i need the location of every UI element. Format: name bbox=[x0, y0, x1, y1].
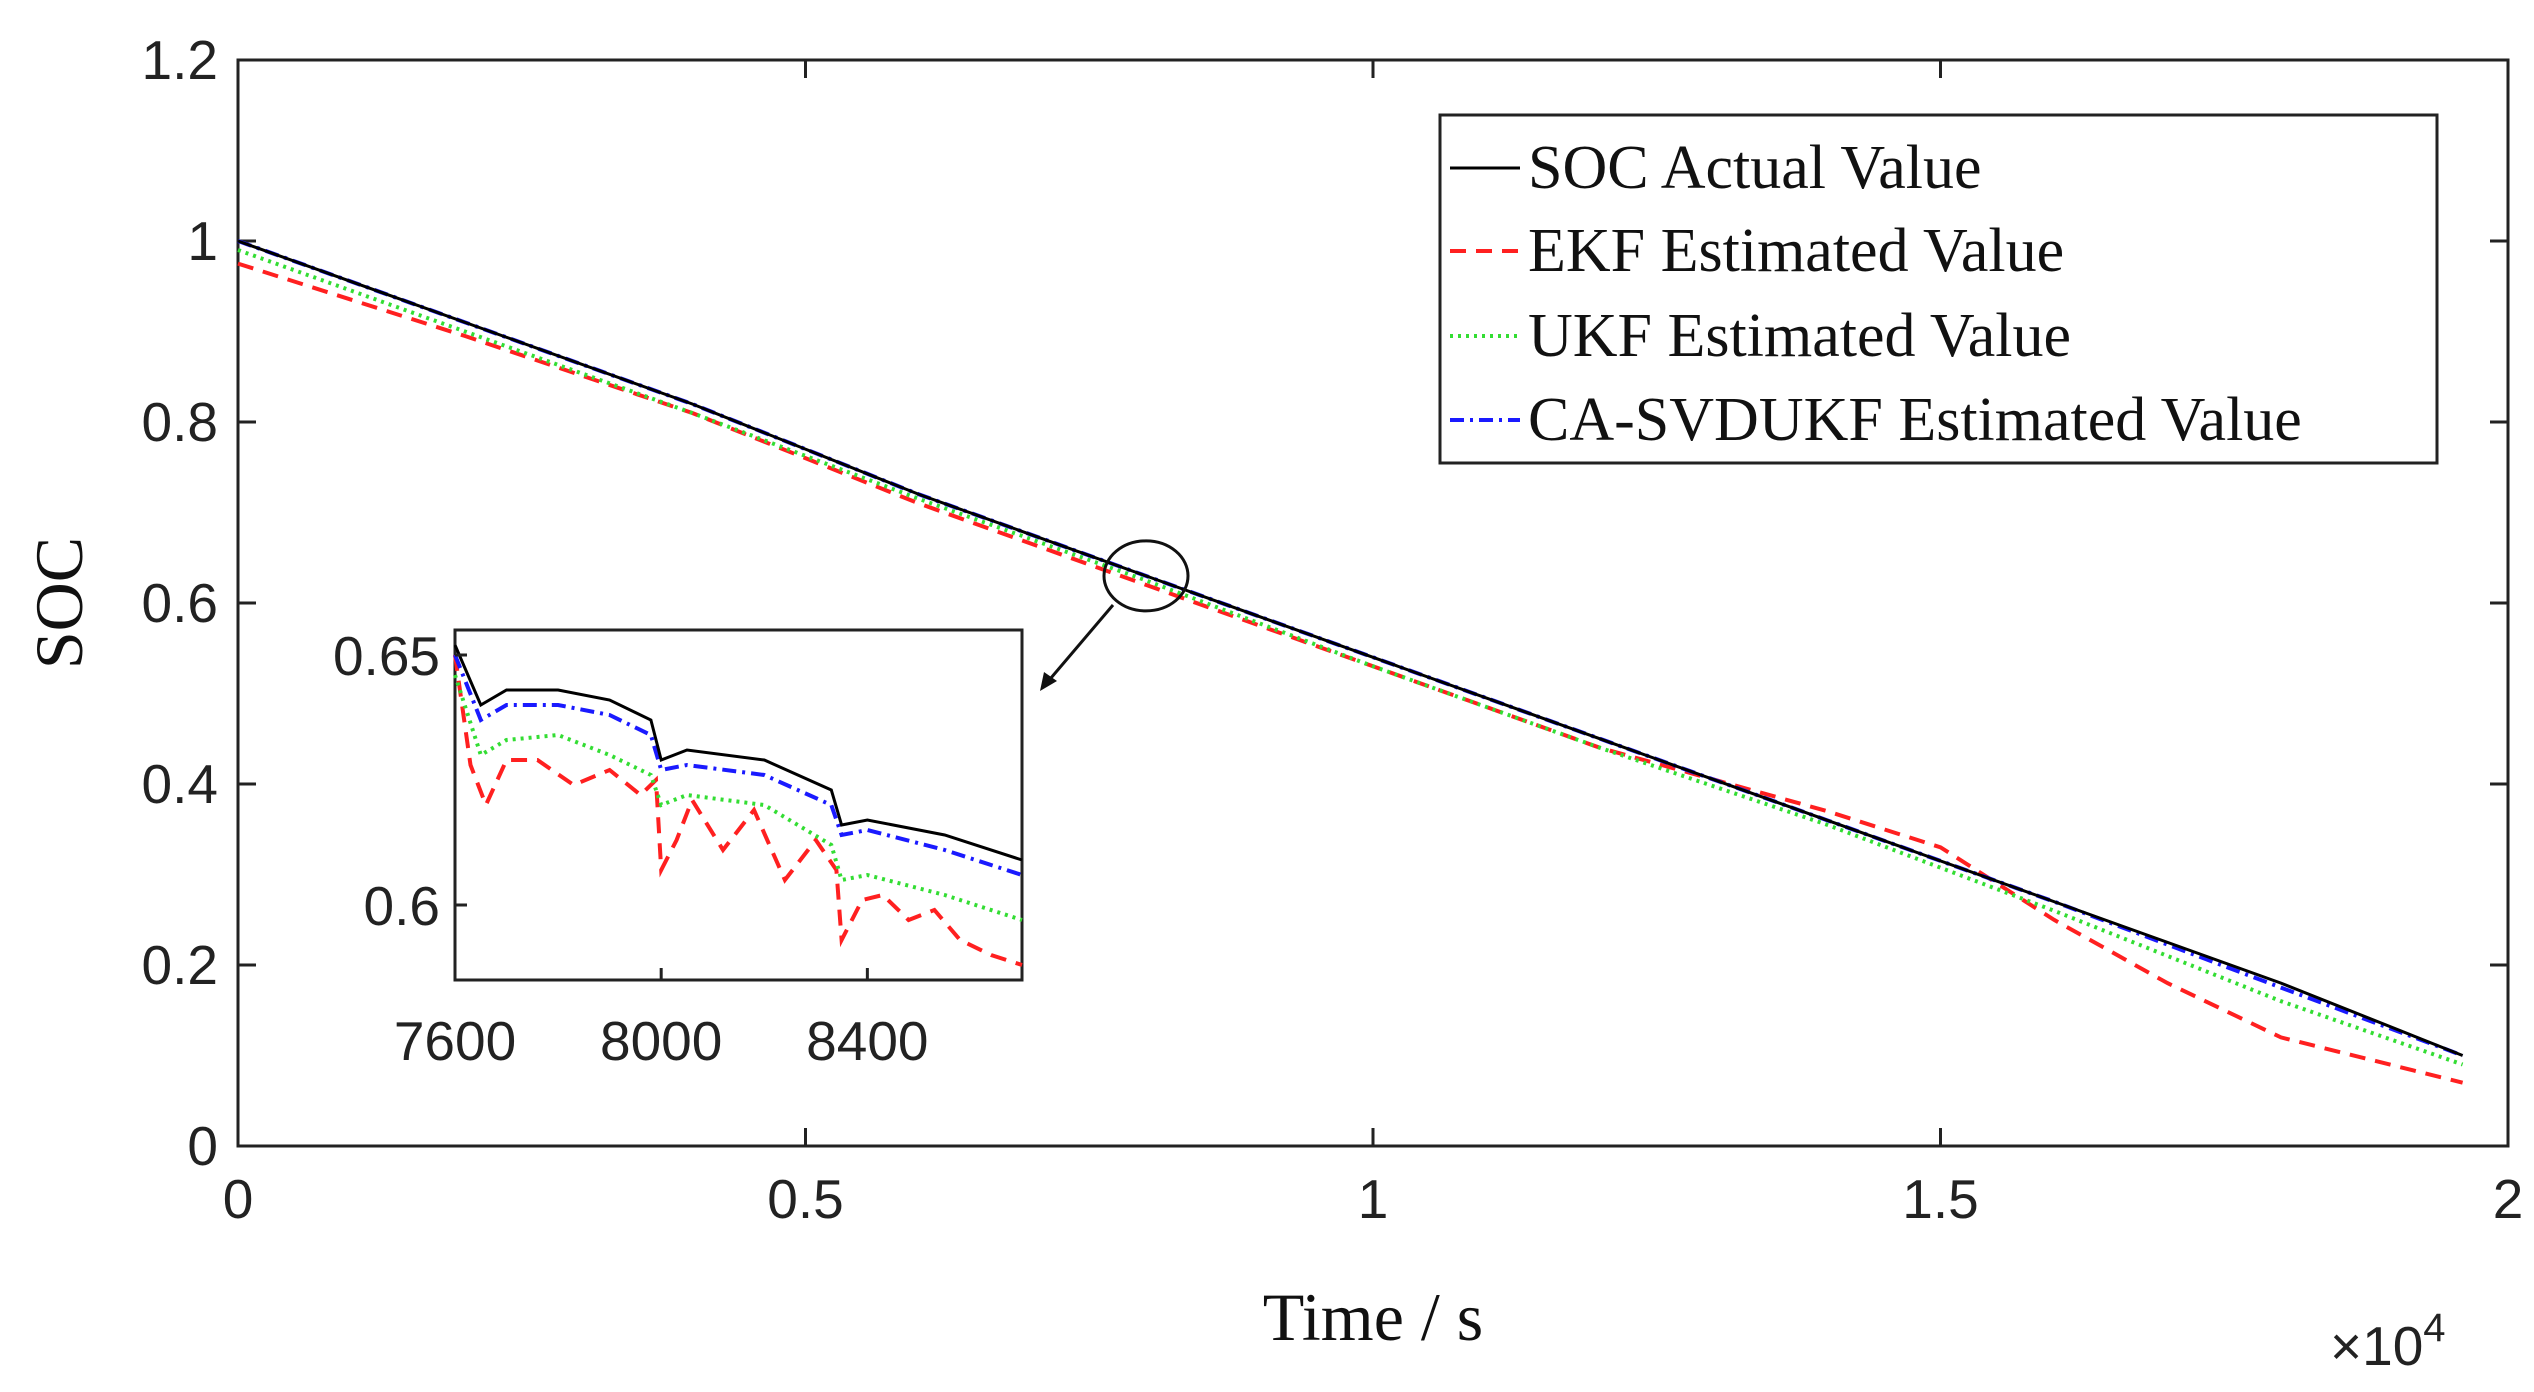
y-tick-label: 0.4 bbox=[142, 753, 218, 815]
inset-line-actual bbox=[453, 644, 1023, 862]
x-tick-label: 1 bbox=[1358, 1168, 1389, 1230]
legend-label-ekf: EKF Estimated Value bbox=[1528, 217, 2064, 285]
x-multiplier: ×104 bbox=[2330, 1306, 2446, 1377]
x-tick-label: 0 bbox=[223, 1168, 254, 1230]
legend-label-ukf: UKF Estimated Value bbox=[1528, 302, 2071, 370]
inset-line-ca-svdukf bbox=[453, 654, 1023, 877]
inset-line-ukf bbox=[453, 674, 1023, 922]
zoom-arrow-line bbox=[1043, 604, 1115, 686]
main-ticks: 0 0.5 1 1.5 2 0 0.2 0.4 0.6 0.8 1 1.2 bbox=[142, 29, 2524, 1230]
inset-ticks: 7600 8000 8400 0.6 0.65 bbox=[333, 625, 929, 1072]
y-tick-label: 1.2 bbox=[142, 29, 218, 91]
y-tick-label: 0.6 bbox=[142, 572, 218, 634]
y-tick-label: 0 bbox=[187, 1115, 218, 1177]
inset-frame bbox=[453, 628, 1024, 982]
zoom-circle bbox=[1102, 539, 1190, 613]
x-tick-label: 1.5 bbox=[1902, 1168, 1978, 1230]
legend-label-ca-svdukf: CA-SVDUKF Estimated Value bbox=[1528, 386, 2302, 454]
inset-line-ekf bbox=[453, 654, 1023, 967]
y-tick-label: 0.8 bbox=[142, 391, 218, 453]
inset-x-tick-label: 8400 bbox=[806, 1010, 928, 1072]
series-line-ukf bbox=[237, 248, 2464, 1067]
legend-label-actual: SOC Actual Value bbox=[1528, 134, 1982, 202]
inset-x-tick-label: 7600 bbox=[394, 1010, 516, 1072]
inset-series bbox=[453, 644, 1023, 967]
legend-box bbox=[1438, 113, 2439, 465]
x-tick-label: 2 bbox=[2493, 1168, 2524, 1230]
inset-x-tick-label: 8000 bbox=[600, 1010, 722, 1072]
inset-y-tick-label: 0.65 bbox=[333, 625, 440, 687]
zoom-arrow-head bbox=[1040, 672, 1057, 691]
series-line-actual bbox=[237, 239, 2464, 1057]
y-tick-label: 0.2 bbox=[142, 934, 218, 996]
main-series bbox=[237, 239, 2464, 1085]
inset-y-tick-label: 0.6 bbox=[364, 875, 440, 937]
x-axis-label: Time / s bbox=[1263, 1279, 1483, 1355]
y-tick-label: 1 bbox=[187, 210, 218, 272]
y-axis-label: SOC bbox=[21, 537, 97, 669]
legend: SOC Actual Value EKF Estimated Value UKF… bbox=[1438, 113, 2439, 465]
x-tick-label: 0.5 bbox=[767, 1168, 843, 1230]
